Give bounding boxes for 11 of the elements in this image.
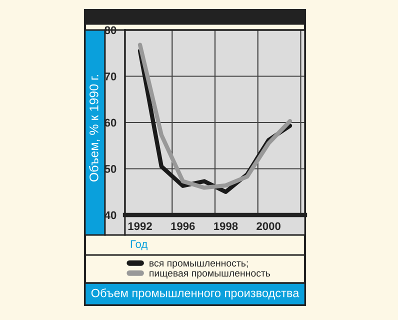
y-tick-label: 40 — [104, 211, 116, 220]
text: Объем промышленного производства — [91, 288, 300, 300]
legend-label: пищевая промышленность — [150, 271, 270, 279]
x-axis-title: Год — [130, 240, 148, 250]
x-tick-label: 2000 — [256, 222, 280, 230]
x-tick-label: 1998 — [214, 222, 238, 230]
x-tick-label: 1996 — [171, 222, 195, 230]
y-tick-label: 70 — [104, 72, 116, 80]
x-tick-label: 1992 — [128, 222, 152, 230]
y-axis-title: Объем, % к 1990 г. — [89, 75, 100, 182]
legend-label: вся промышленность; — [150, 261, 248, 269]
